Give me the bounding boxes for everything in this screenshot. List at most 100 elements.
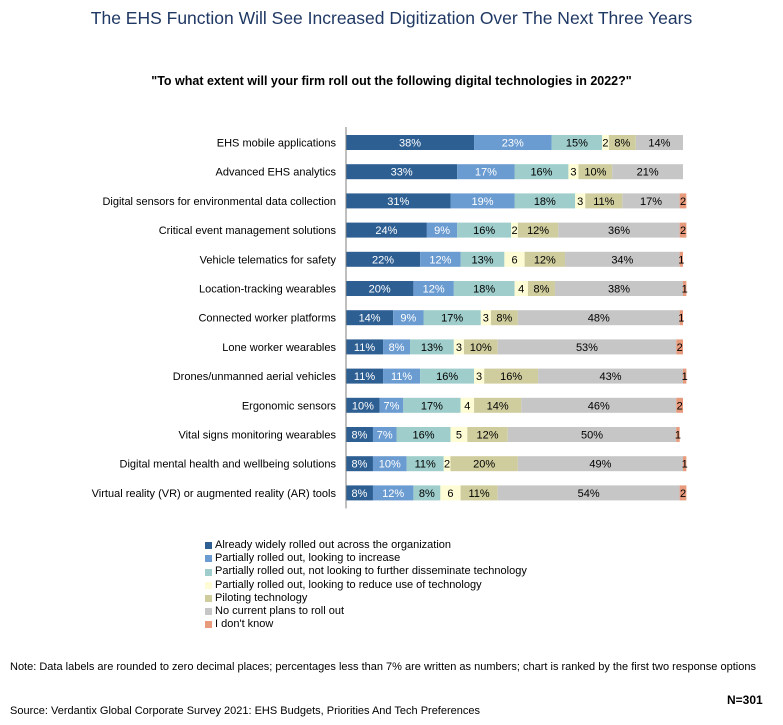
data-label: 17% xyxy=(640,196,662,208)
bar-segment xyxy=(474,368,485,384)
bar-segment xyxy=(443,456,451,472)
data-label: 34% xyxy=(611,254,633,266)
data-label: 20% xyxy=(369,284,391,296)
data-label: 2 xyxy=(677,400,683,412)
data-label: 15% xyxy=(566,138,588,150)
bar-segment xyxy=(527,281,555,296)
data-label: 24% xyxy=(375,225,397,237)
data-label: 3 xyxy=(456,342,462,354)
data-label: 8% xyxy=(352,459,368,471)
legend-label: Piloting technology xyxy=(215,591,308,604)
data-label: 12% xyxy=(534,254,556,266)
stacked-bar-chart: EHS mobile applications 38% 23% 15% 2 8% 14%Ad… xyxy=(92,127,688,509)
bar-segment xyxy=(346,397,380,413)
bar-segment xyxy=(420,251,461,267)
bar-segment xyxy=(676,397,683,413)
data-label: 14% xyxy=(359,313,381,325)
data-label: 1 xyxy=(682,284,688,296)
chart-subtitle: "To what extent will your firm roll out … xyxy=(151,74,632,88)
data-label: 12% xyxy=(477,430,499,442)
bar-segment xyxy=(457,222,512,238)
bar-segment xyxy=(346,368,384,384)
legend-label: Partially rolled out, looking to reduce … xyxy=(215,578,482,591)
data-label: 18% xyxy=(473,284,495,296)
data-label: 4 xyxy=(518,284,524,296)
legend-item: Partially rolled out, not looking to fur… xyxy=(205,565,527,578)
chart-note: Note: Data labels are rounded to zero de… xyxy=(10,661,756,673)
bar-segment xyxy=(393,310,424,326)
data-label: 21% xyxy=(637,167,659,179)
data-label: 13% xyxy=(421,342,443,354)
data-label: 14% xyxy=(487,400,509,412)
bar-segment xyxy=(554,281,683,296)
bar-segment xyxy=(480,310,491,326)
data-label: 38% xyxy=(608,284,630,296)
category-label: Advanced EHS analytics xyxy=(216,167,337,179)
data-label: 8% xyxy=(496,313,512,325)
data-label: 4 xyxy=(464,400,470,412)
bar-segment xyxy=(450,456,518,472)
data-label: 10% xyxy=(470,342,492,354)
data-label: 8% xyxy=(419,488,435,500)
legend-item: I don't know xyxy=(205,618,527,631)
data-label: 6 xyxy=(511,254,517,266)
bar-segment xyxy=(457,164,515,180)
data-label: 9% xyxy=(434,225,450,237)
bar-segment xyxy=(372,427,397,442)
legend-swatch xyxy=(205,608,212,616)
bar-segment xyxy=(463,339,498,355)
legend-label: Partially rolled out, looking to increas… xyxy=(215,552,401,565)
data-label: 17% xyxy=(421,400,443,412)
bar-segment xyxy=(679,193,687,209)
bar-segment xyxy=(676,339,683,355)
bar-segment xyxy=(372,456,407,472)
data-label: 22% xyxy=(372,254,394,266)
data-label: 8% xyxy=(352,488,368,500)
bar-segment xyxy=(578,164,613,180)
data-label: 16% xyxy=(530,167,552,179)
bar-segment xyxy=(558,222,680,238)
category-label: Drones/unmanned aerial vehicles xyxy=(173,371,337,383)
bar-segment xyxy=(538,368,683,384)
data-label: 1 xyxy=(678,254,684,266)
data-label: 1 xyxy=(682,459,688,471)
bar-segment xyxy=(683,281,687,296)
data-label: 54% xyxy=(578,488,600,500)
data-label: 17% xyxy=(441,313,463,325)
legend-swatch xyxy=(205,581,212,589)
bar-segment xyxy=(511,222,518,238)
data-label: 19% xyxy=(471,196,493,208)
data-label: 48% xyxy=(588,313,610,325)
data-label: 2 xyxy=(511,225,517,237)
bar-segment xyxy=(524,251,566,267)
data-label: 8% xyxy=(614,138,630,150)
bar-segment xyxy=(551,135,603,150)
sample-size: N=301 xyxy=(727,693,763,707)
category-label: Critical event management solutions xyxy=(159,225,337,237)
legend-item: Partially rolled out, looking to reduce … xyxy=(205,579,527,592)
legend-swatch xyxy=(205,555,212,563)
category-label: Location-tracking wearables xyxy=(199,284,336,296)
bar-segment xyxy=(346,485,373,501)
category-label: Virtual reality (VR) or augmented realit… xyxy=(92,488,337,500)
data-label: 20% xyxy=(473,459,495,471)
chart-source: Source: Verdantix Global Corporate Surve… xyxy=(10,705,480,717)
data-label: 16% xyxy=(500,371,522,383)
data-label: 12% xyxy=(527,225,549,237)
data-label: 3 xyxy=(577,196,583,208)
data-label: 11% xyxy=(354,371,375,383)
data-label: 2 xyxy=(677,342,683,354)
legend-swatch xyxy=(205,594,212,602)
legend-swatch xyxy=(205,621,212,629)
bar-segment xyxy=(565,251,680,267)
category-label: Connected worker platforms xyxy=(198,313,336,325)
data-label: 2 xyxy=(680,196,686,208)
bar-segment xyxy=(683,368,687,384)
data-label: 7% xyxy=(377,430,393,442)
bar-segment xyxy=(460,397,475,413)
bar-segment xyxy=(450,427,468,442)
data-label: 31% xyxy=(387,196,409,208)
data-label: 11% xyxy=(415,459,436,471)
bar-segment xyxy=(608,135,636,150)
data-label: 3 xyxy=(570,167,576,179)
